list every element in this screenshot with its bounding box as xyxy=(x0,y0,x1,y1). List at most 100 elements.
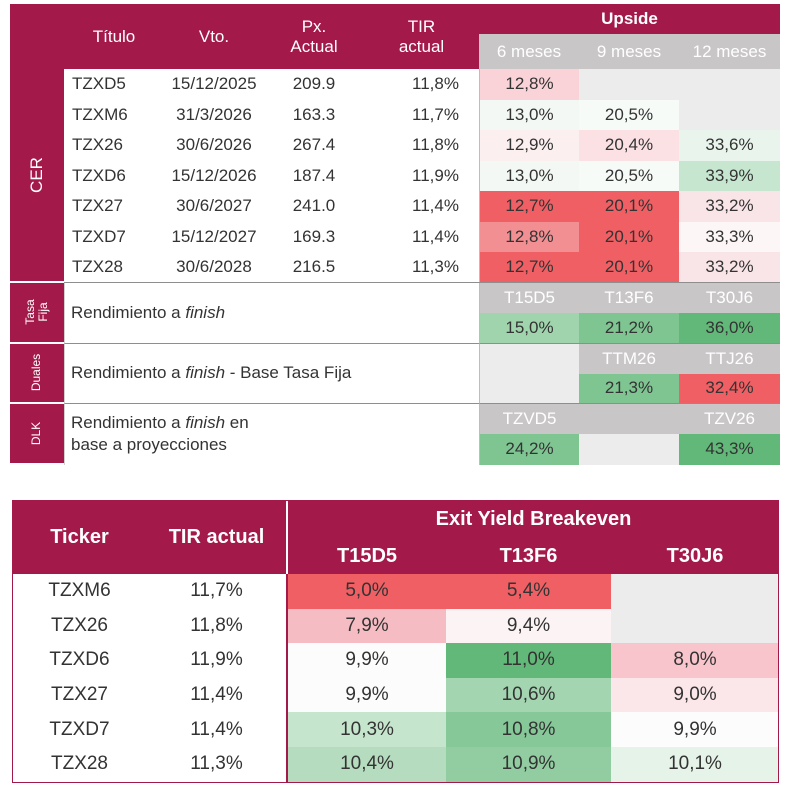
upside-12m: 33,9% xyxy=(679,160,780,191)
duales-desc-post: - Base Tasa Fija xyxy=(225,363,352,382)
upside-6m: 13,0% xyxy=(479,99,579,130)
upside-9m: 20,5% xyxy=(579,99,679,130)
cer-vto: 30/6/2028 xyxy=(176,257,252,277)
upside-9m: 20,1% xyxy=(579,221,679,252)
breakeven-ticker: TZX28 xyxy=(12,746,147,782)
header-exit-yield-breakeven: Exit Yield Breakeven xyxy=(286,501,779,538)
cer-px: 209.9 xyxy=(292,74,336,94)
header-tir-actual: TIR actual xyxy=(364,4,479,69)
breakeven-t13f6: 10,6% xyxy=(446,677,611,713)
upside-9m: 20,4% xyxy=(579,130,679,161)
group-label-tasa-fija-text: Tasa Fija xyxy=(23,299,50,325)
cer-tir: 11,3% xyxy=(412,257,459,277)
upside-6m: 12,8% xyxy=(479,221,579,252)
breakeven-tir: 11,9% xyxy=(147,643,286,678)
dlk-desc-text: Rendimiento a finish en base a proyeccio… xyxy=(71,412,279,456)
dlk-description: Rendimiento a finish en base a proyeccio… xyxy=(64,403,479,465)
header-px-actual-text: Px. Actual xyxy=(290,16,338,56)
breakeven-t15d5: 7,9% xyxy=(286,608,446,644)
header-vto: Vto. xyxy=(164,4,264,69)
upside-6m: 12,9% xyxy=(479,130,579,161)
tasa-fija-value-t13f6: 21,2% xyxy=(579,312,679,344)
breakeven-t15d5: 9,9% xyxy=(286,677,446,713)
cer-vto: 15/12/2027 xyxy=(171,226,257,246)
breakeven-t13f6: 10,8% xyxy=(446,712,611,747)
group-label-dlk: DLK xyxy=(10,403,64,465)
group-label-duales: Duales xyxy=(10,343,64,404)
duales-bond-ttj26: TTJ26 xyxy=(679,343,780,374)
breakeven-tir: 11,4% xyxy=(147,677,286,713)
upside-12m: 33,6% xyxy=(679,130,780,161)
duales-desc-pre: Rendimiento a xyxy=(71,363,186,382)
divider xyxy=(64,281,780,283)
corner-header xyxy=(10,4,64,69)
cer-px: 187.4 xyxy=(292,165,336,185)
header-ticker: Ticker xyxy=(12,501,147,574)
tasa-fija-bond-t15d5: T15D5 xyxy=(479,282,579,313)
breakeven-t15d5: 5,0% xyxy=(286,574,446,609)
upside-table: Título Vto. Px. Actual TIR actual Upside… xyxy=(10,4,780,466)
header-t13f6: T13F6 xyxy=(446,538,611,574)
dlk-value-tzv26: 43,3% xyxy=(679,433,780,465)
cer-ticker: TZXD6 xyxy=(72,165,126,185)
breakeven-t30j6-empty xyxy=(611,574,779,609)
header-tir-actual: TIR actual xyxy=(147,501,286,574)
duales-value-ttm26: 21,3% xyxy=(579,373,679,404)
cer-px: 241.0 xyxy=(292,196,336,216)
breakeven-t30j6: 10,1% xyxy=(611,746,779,782)
duales-description: Rendimiento a finish - Base Tasa Fija xyxy=(64,343,479,404)
dlk-desc-post: en base a proyecciones xyxy=(71,413,249,454)
cer-px: 216.5 xyxy=(292,257,336,277)
dlk-bond-tzv26: TZV26 xyxy=(679,403,780,434)
upside-12m-empty xyxy=(679,69,780,100)
breakeven-t13f6: 10,9% xyxy=(446,746,611,782)
breakeven-t13f6: 5,4% xyxy=(446,574,611,609)
upside-12m: 33,2% xyxy=(679,191,780,222)
breakeven-t30j6: 9,0% xyxy=(611,677,779,713)
breakeven-ticker: TZXD6 xyxy=(12,643,147,678)
breakeven-t15d5: 10,3% xyxy=(286,712,446,747)
cer-px: 163.3 xyxy=(292,104,336,124)
cer-ticker: TZX26 xyxy=(72,135,124,155)
header-tir-actual-text: TIR actual xyxy=(398,16,445,56)
header-12-meses: 12 meses xyxy=(679,34,780,69)
tasa-fija-bond-t13f6: T13F6 xyxy=(579,282,679,313)
cer-tir: 11,4% xyxy=(412,226,459,246)
cer-tir: 11,7% xyxy=(412,104,459,124)
breakeven-t30j6-empty xyxy=(611,608,779,644)
breakeven-ticker: TZXD7 xyxy=(12,712,147,747)
group-label-dlk-text: DLK xyxy=(29,421,44,445)
cer-vto: 15/12/2026 xyxy=(171,165,257,185)
group-label-duales-text: Duales xyxy=(29,353,44,392)
breakeven-ticker: TZX27 xyxy=(12,677,147,713)
tasa-fija-desc-pre: Rendimiento a xyxy=(71,302,186,322)
dlk-value-tzvd5: 24,2% xyxy=(479,433,579,465)
breakeven-tir: 11,3% xyxy=(147,746,286,782)
breakeven-t13f6: 11,0% xyxy=(446,643,611,678)
upside-6m: 13,0% xyxy=(479,160,579,191)
upside-12m: 33,2% xyxy=(679,252,780,283)
breakeven-t30j6: 9,9% xyxy=(611,712,779,747)
cer-ticker: TZXD5 xyxy=(72,74,126,94)
dlk-desc-pre: Rendimiento a xyxy=(71,413,186,432)
tasa-fija-value-t15d5: 15,0% xyxy=(479,312,579,344)
breakeven-tir: 11,8% xyxy=(147,608,286,644)
cer-tir: 11,9% xyxy=(412,165,459,185)
breakeven-ticker: TZX26 xyxy=(12,608,147,644)
cer-vto: 30/6/2026 xyxy=(176,135,252,155)
cer-ticker: TZXM6 xyxy=(72,104,128,124)
breakeven-t13f6: 9,4% xyxy=(446,608,611,644)
upside-12m: 33,3% xyxy=(679,221,780,252)
breakeven-tir: 11,4% xyxy=(147,712,286,747)
breakeven-t15d5: 9,9% xyxy=(286,643,446,678)
duales-bond-ttm26: TTM26 xyxy=(579,343,679,374)
dlk-bond-tzvd5: TZVD5 xyxy=(479,403,579,434)
tasa-fija-bond-t30j6: T30J6 xyxy=(679,282,780,313)
dlk-desc-em: finish xyxy=(185,413,226,432)
header-titulo: Título xyxy=(64,4,164,69)
header-6-meses: 6 meses xyxy=(479,34,579,69)
group-label-tasa-fija: Tasa Fija xyxy=(10,282,64,344)
header-px-actual: Px. Actual xyxy=(264,4,364,69)
tasa-fija-description: Rendimiento a finish xyxy=(64,282,479,344)
dlk-value-empty xyxy=(579,433,679,465)
